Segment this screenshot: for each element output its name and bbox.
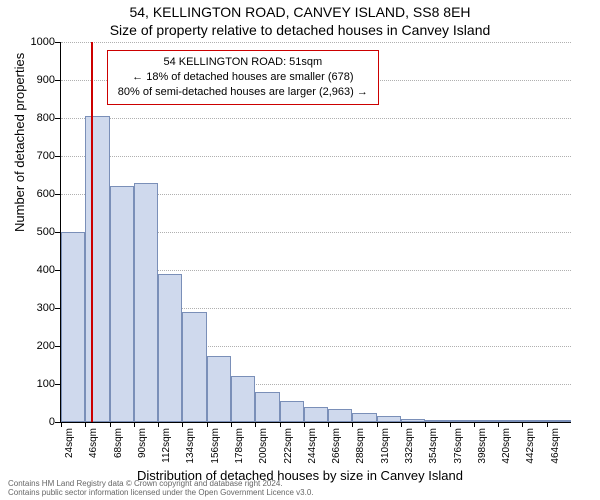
histogram-bar xyxy=(207,356,231,423)
gridline xyxy=(61,156,571,157)
y-tick xyxy=(55,232,60,233)
callout-box: 54 KELLINGTON ROAD: 51sqm← 18% of detach… xyxy=(107,50,379,105)
y-tick xyxy=(55,422,60,423)
x-tick xyxy=(304,422,305,427)
y-tick-label: 600 xyxy=(37,188,55,200)
callout-line3: 80% of semi-detached houses are larger (… xyxy=(118,85,368,100)
y-tick-label: 400 xyxy=(37,264,55,276)
histogram-bar xyxy=(547,420,571,422)
y-tick-label: 300 xyxy=(37,302,55,314)
histogram-bar xyxy=(328,409,352,422)
x-tick xyxy=(401,422,402,427)
y-tick xyxy=(55,308,60,309)
x-tick xyxy=(182,422,183,427)
x-tick xyxy=(85,422,86,427)
x-tick xyxy=(255,422,256,427)
histogram-bar xyxy=(158,274,182,422)
y-tick xyxy=(55,384,60,385)
y-tick xyxy=(55,194,60,195)
x-tick xyxy=(425,422,426,427)
x-tick xyxy=(110,422,111,427)
histogram-bar xyxy=(134,183,158,422)
y-axis-label: Number of detached properties xyxy=(12,53,27,232)
histogram-bar xyxy=(231,376,255,422)
histogram-bar xyxy=(280,401,304,422)
x-tick xyxy=(547,422,548,427)
y-tick-label: 100 xyxy=(37,378,55,390)
chart-title-line2: Size of property relative to detached ho… xyxy=(0,22,600,38)
histogram-bar xyxy=(450,420,474,422)
histogram-bar xyxy=(85,116,109,422)
x-tick xyxy=(352,422,353,427)
chart-title-line1: 54, KELLINGTON ROAD, CANVEY ISLAND, SS8 … xyxy=(0,4,600,20)
x-tick xyxy=(498,422,499,427)
gridline xyxy=(61,118,571,119)
x-tick xyxy=(134,422,135,427)
x-tick xyxy=(377,422,378,427)
y-tick-label: 200 xyxy=(37,340,55,352)
callout-line2: ← 18% of detached houses are smaller (67… xyxy=(118,70,368,85)
x-tick xyxy=(158,422,159,427)
histogram-bar xyxy=(255,392,279,422)
histogram-bar xyxy=(474,420,498,422)
footer-attribution: Contains HM Land Registry data © Crown c… xyxy=(8,480,314,498)
histogram-bar xyxy=(110,186,134,422)
x-tick xyxy=(474,422,475,427)
y-tick xyxy=(55,42,60,43)
chart-container: 54, KELLINGTON ROAD, CANVEY ISLAND, SS8 … xyxy=(0,0,600,500)
histogram-bar xyxy=(304,407,328,422)
x-tick xyxy=(61,422,62,427)
histogram-bar xyxy=(352,413,376,423)
reference-line xyxy=(91,42,93,422)
histogram-bar xyxy=(182,312,206,422)
x-tick xyxy=(207,422,208,427)
gridline xyxy=(61,42,571,43)
histogram-bar xyxy=(377,416,401,422)
y-tick-label: 0 xyxy=(49,416,55,428)
histogram-bar xyxy=(498,420,522,422)
y-tick xyxy=(55,270,60,271)
plot-area: 0100200300400500600700800900100024sqm46s… xyxy=(60,42,571,423)
x-tick xyxy=(328,422,329,427)
histogram-bar xyxy=(425,420,449,422)
x-tick xyxy=(280,422,281,427)
x-tick xyxy=(450,422,451,427)
y-tick xyxy=(55,346,60,347)
y-tick-label: 500 xyxy=(37,226,55,238)
y-tick-label: 900 xyxy=(37,74,55,86)
callout-line1: 54 KELLINGTON ROAD: 51sqm xyxy=(118,55,368,70)
y-tick-label: 1000 xyxy=(31,36,55,48)
y-tick xyxy=(55,118,60,119)
x-tick xyxy=(522,422,523,427)
footer-line2: Contains public sector information licen… xyxy=(8,489,314,498)
y-tick-label: 800 xyxy=(37,112,55,124)
y-tick xyxy=(55,80,60,81)
y-tick xyxy=(55,156,60,157)
y-tick-label: 700 xyxy=(37,150,55,162)
histogram-bar xyxy=(401,419,425,422)
histogram-bar xyxy=(522,420,546,422)
histogram-bar xyxy=(61,232,85,422)
x-tick xyxy=(231,422,232,427)
